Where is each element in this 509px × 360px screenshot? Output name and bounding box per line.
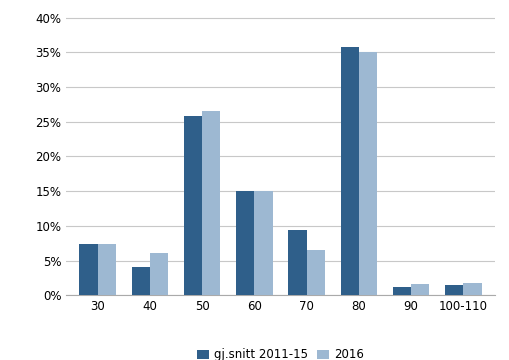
Bar <box>392 287 410 295</box>
Bar <box>358 53 377 295</box>
Bar <box>79 244 97 295</box>
Bar <box>150 253 168 295</box>
Bar <box>183 116 202 295</box>
Bar <box>202 111 220 295</box>
Legend: gj.snitt 2011-15, 2016: gj.snitt 2011-15, 2016 <box>192 344 367 360</box>
Bar <box>463 283 480 295</box>
Bar <box>131 267 150 295</box>
Bar <box>288 230 306 295</box>
Bar <box>306 250 324 295</box>
Bar <box>236 191 254 295</box>
Bar <box>340 47 358 295</box>
Bar <box>444 285 463 295</box>
Bar <box>254 191 272 295</box>
Bar <box>97 244 116 295</box>
Bar <box>410 284 429 295</box>
